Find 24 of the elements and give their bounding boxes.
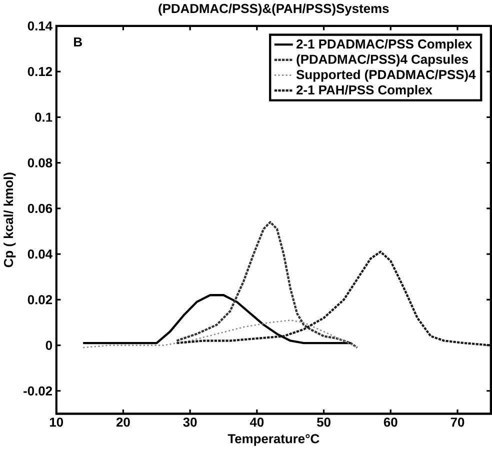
x-tick-label: 30: [183, 417, 197, 427]
x-tick-label: 50: [316, 417, 330, 426]
chart-title: (PDADMAC/PSS)&(PAH/PSS)Systems: [158, 3, 389, 16]
y-tick-label: 0.08: [28, 158, 52, 168]
y-tick-label: 0.1: [35, 112, 52, 122]
x-tick-label: 20: [116, 417, 130, 426]
y-tick-label: 0: [46, 340, 52, 350]
legend-label: 2-1 PDADMAC/PSS Complex: [296, 38, 472, 51]
y-axis-title: Cp ( kcal/ kmol): [4, 172, 16, 267]
legend-label: 2-1 PAH/PSS Complex: [296, 84, 432, 97]
x-tick-label: 70: [450, 417, 464, 426]
y-tick-label: 0.02: [28, 294, 52, 304]
x-tick-label: 60: [384, 417, 398, 426]
legend-label: (PDADMAC/PSS)4 Capsules: [296, 54, 468, 66]
x-axis-title: Temperature°C: [228, 434, 320, 446]
y-tick-label: -0.02: [24, 386, 52, 396]
x-tick-label: 10: [50, 417, 64, 426]
y-tick-label: 0.06: [28, 204, 52, 213]
x-tick-label: 40: [250, 417, 264, 426]
y-tick-label: 0.14: [28, 21, 52, 30]
y-tick-label: 0.04: [28, 249, 52, 258]
y-tick-label: 0.12: [28, 66, 52, 76]
legend-label: Supported (PDADMAC/PSS)4: [296, 69, 476, 82]
annotation: B: [74, 37, 82, 46]
